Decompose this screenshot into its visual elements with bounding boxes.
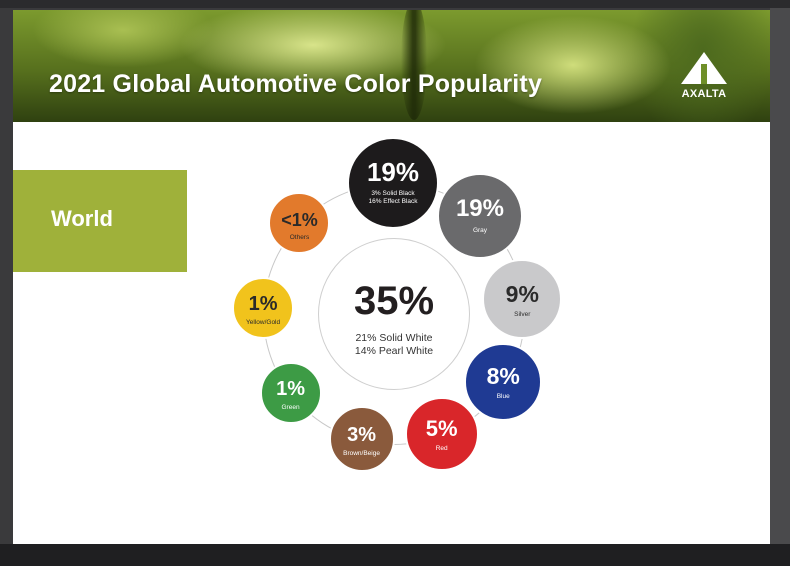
bubble-value: 19% — [366, 157, 420, 187]
bubble-value: 9% — [505, 281, 539, 308]
logo-text: AXALTA — [681, 88, 727, 100]
bubble-label: Yellow/Gold — [246, 319, 281, 327]
bubble-label: Red — [435, 444, 448, 452]
bubble-value: 5% — [425, 415, 458, 441]
axalta-logo-icon — [681, 52, 727, 84]
bubble-label: Silver — [514, 311, 531, 319]
axalta-logo: AXALTA — [669, 50, 739, 102]
bottom-bar — [0, 544, 790, 566]
banner: 2021 Global Automotive Color Popularity … — [13, 10, 770, 122]
bubble-value: 1% — [248, 293, 278, 316]
center-value: 35% — [353, 279, 435, 323]
banner-image — [401, 10, 427, 120]
color-bubble: 3% Brown/Beige — [328, 406, 395, 473]
slide: 2021 Global Automotive Color Popularity … — [13, 10, 770, 544]
color-bubble: 9% Silver — [482, 259, 563, 340]
bubble-label: Others — [289, 233, 310, 241]
bubble-label: Green — [281, 404, 300, 412]
bubble-note: 3% Solid Black — [371, 190, 415, 197]
slide-title: 2021 Global Automotive Color Popularity — [49, 70, 543, 98]
color-bubble: 1% Yellow/Gold — [232, 277, 295, 340]
center-note: 14% Pearl White — [354, 345, 434, 357]
bubble-value: 8% — [486, 362, 520, 389]
color-bubble: 19% Gray — [436, 173, 523, 260]
window-right-edge — [770, 8, 790, 544]
bubble-label: Brown/Beige — [343, 450, 380, 458]
color-bubble: 8% Blue — [464, 342, 543, 421]
bubble-value: 1% — [276, 378, 305, 401]
bubble-value: <1% — [281, 209, 318, 230]
bubble-value: 3% — [347, 424, 376, 447]
window-top-edge — [0, 0, 790, 8]
bubble-value: 19% — [455, 195, 504, 223]
center-circle: 35% 21% Solid White 14% Pearl White — [318, 238, 470, 390]
bubble-label: Gray — [472, 227, 488, 235]
region-label: World — [51, 206, 113, 231]
region-label-box: World — [13, 170, 187, 272]
bubble-note: 16% Effect Black — [368, 198, 418, 205]
bubble-label: Blue — [496, 392, 510, 400]
color-bubble: 1% Green — [259, 362, 322, 425]
color-bubble: 19% 3% Solid Black 16% Effect Black — [347, 137, 439, 229]
color-bubble: 5% Red — [404, 396, 479, 471]
color-bubble: <1% Others — [268, 191, 331, 254]
center-note: 21% Solid White — [355, 332, 433, 344]
